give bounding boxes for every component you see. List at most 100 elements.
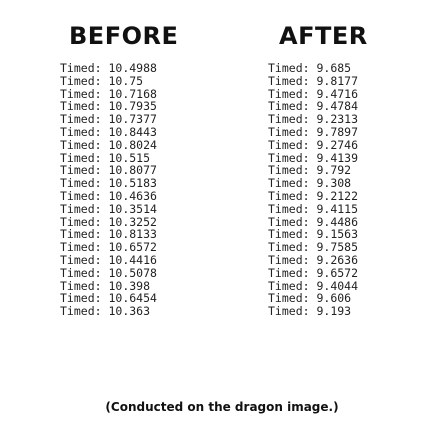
timing-value: 10.5078 — [108, 265, 157, 280]
timing-value: 9.8177 — [316, 73, 359, 88]
timing-label: Timed: — [60, 112, 102, 127]
timing-label: Timed: — [268, 73, 310, 88]
after-timing-row: Timed: 9.8177 — [268, 73, 359, 88]
after-timing-row: Timed: 9.792 — [268, 164, 358, 177]
before-timing-row: Timed: 10.8077 — [60, 164, 157, 177]
timing-label: Timed: — [268, 86, 310, 101]
timing-label: Timed: — [268, 112, 310, 127]
timing-value: 10.363 — [108, 304, 151, 319]
after-timing-row: Timed: 9.4115 — [268, 201, 359, 216]
after-timing-list: Timed: 9.685 Timed: 9.8177 Timed: 9.4716 Ti… — [268, 62, 358, 318]
timing-label: Timed: — [60, 176, 102, 191]
timing-label: Timed: — [268, 137, 310, 152]
timing-value: 10.8077 — [108, 163, 157, 178]
timing-label: Timed: — [60, 214, 102, 229]
before-timing-row: Timed: 10.363 — [60, 305, 157, 318]
after-timing-row: Timed: 9.2122 — [268, 190, 358, 203]
timing-value: 10.8443 — [108, 124, 157, 139]
before-timing-row: Timed: 10.398 — [60, 278, 157, 293]
before-timing-row: Timed: 10.5078 — [60, 265, 157, 280]
timing-value: 9.4139 — [316, 150, 359, 165]
after-timing-row: Timed: 9.7585 — [268, 241, 358, 254]
after-timing-row: Timed: 9.4716 — [268, 86, 359, 101]
timing-value: 10.7935 — [108, 99, 157, 114]
timing-value: 9.1563 — [316, 227, 359, 242]
timing-label: Timed: — [268, 176, 310, 191]
timing-label: Timed: — [60, 304, 102, 319]
timing-value: 10.8133 — [108, 227, 157, 242]
timing-value: 10.515 — [108, 150, 151, 165]
timing-value: 9.4044 — [316, 278, 359, 293]
before-timing-row: Timed: 10.7935 — [60, 100, 157, 113]
timing-value: 9.685 — [316, 61, 352, 75]
timing-label: Timed: — [60, 227, 102, 242]
timing-label: Timed: — [268, 61, 310, 75]
after-timing-row: Timed: 9.1563 — [268, 228, 358, 241]
timing-label: Timed: — [268, 150, 310, 165]
after-timing-row: Timed: 9.2636 — [268, 254, 358, 267]
timing-value: 9.2122 — [316, 188, 359, 203]
timing-value: 9.2636 — [316, 252, 359, 267]
caption: (Conducted on the dragon image.) — [105, 400, 339, 414]
timing-value: 10.3514 — [108, 201, 157, 216]
after-timing-row: Timed: 9.7897 — [268, 126, 358, 139]
timing-value: 10.398 — [108, 278, 151, 293]
before-timing-row: Timed: 10.8443 — [60, 126, 157, 139]
timing-value: 9.193 — [316, 304, 352, 319]
timing-label: Timed: — [60, 163, 102, 178]
after-timing-row: Timed: 9.4139 — [268, 150, 359, 165]
after-timing-row: Timed: 9.2313 — [268, 113, 358, 126]
before-timing-row: Timed: 10.7377 — [60, 113, 157, 126]
timing-label: Timed: — [268, 265, 310, 280]
timing-value: 10.4988 — [108, 61, 157, 75]
timing-label: Timed: — [60, 86, 102, 101]
after-timing-row: Timed: 9.4044 — [268, 278, 359, 293]
timing-value: 9.4486 — [316, 214, 359, 229]
timing-value: 9.7897 — [316, 124, 359, 139]
timing-label: Timed: — [60, 150, 102, 165]
after-timing-row: Timed: 9.606 — [268, 292, 358, 305]
timing-label: Timed: — [60, 265, 102, 280]
before-timing-row: Timed: 10.8024 — [60, 137, 157, 152]
after-timing-row: Timed: 9.4784 — [268, 100, 358, 113]
before-timing-row: Timed: 10.4988 — [60, 62, 157, 75]
timing-label: Timed: — [268, 188, 310, 203]
timing-label: Timed: — [60, 240, 102, 255]
timing-label: Timed: — [268, 304, 310, 319]
timing-value: 9.4115 — [316, 201, 359, 216]
before-timing-row: Timed: 10.6572 — [60, 241, 157, 254]
timing-value: 9.606 — [316, 291, 352, 306]
timing-label: Timed: — [60, 61, 102, 75]
before-timing-row: Timed: 10.3252 — [60, 214, 157, 229]
timing-label: Timed: — [60, 252, 102, 267]
after-timing-row: Timed: 9.308 — [268, 177, 358, 190]
timing-value: 9.2746 — [316, 137, 359, 152]
after-timing-row: Timed: 9.2746 — [268, 137, 359, 152]
timing-label: Timed: — [268, 278, 310, 293]
before-timing-list: Timed: 10.4988 Timed: 10.75 Timed: 10.7168… — [60, 62, 157, 318]
timing-value: 9.4716 — [316, 86, 359, 101]
timing-value: 10.7168 — [108, 86, 157, 101]
timing-value: 9.2313 — [316, 112, 359, 127]
timing-label: Timed: — [268, 291, 310, 306]
timing-label: Timed: — [60, 278, 102, 293]
timing-value: 10.4416 — [108, 252, 157, 267]
timing-label: Timed: — [268, 214, 310, 229]
timing-value: 10.6454 — [108, 291, 157, 306]
timing-value: 10.3252 — [108, 214, 157, 229]
timing-label: Timed: — [60, 137, 102, 152]
after-timing-row: Timed: 9.193 — [268, 305, 358, 318]
before-timing-row: Timed: 10.4416 — [60, 254, 157, 267]
timing-label: Timed: — [268, 252, 310, 267]
after-timing-row: Timed: 9.4486 — [268, 214, 359, 229]
timing-value: 10.75 — [108, 73, 144, 88]
timing-label: Timed: — [268, 227, 310, 242]
timing-label: Timed: — [268, 240, 310, 255]
timing-label: Timed: — [268, 124, 310, 139]
timing-label: Timed: — [268, 201, 310, 216]
timing-value: 9.6572 — [316, 265, 359, 280]
before-timing-row: Timed: 10.515 — [60, 150, 157, 165]
before-timing-row: Timed: 10.6454 — [60, 292, 157, 305]
before-timing-row: Timed: 10.75 — [60, 73, 157, 88]
after-timing-row: Timed: 9.685 — [268, 62, 358, 75]
